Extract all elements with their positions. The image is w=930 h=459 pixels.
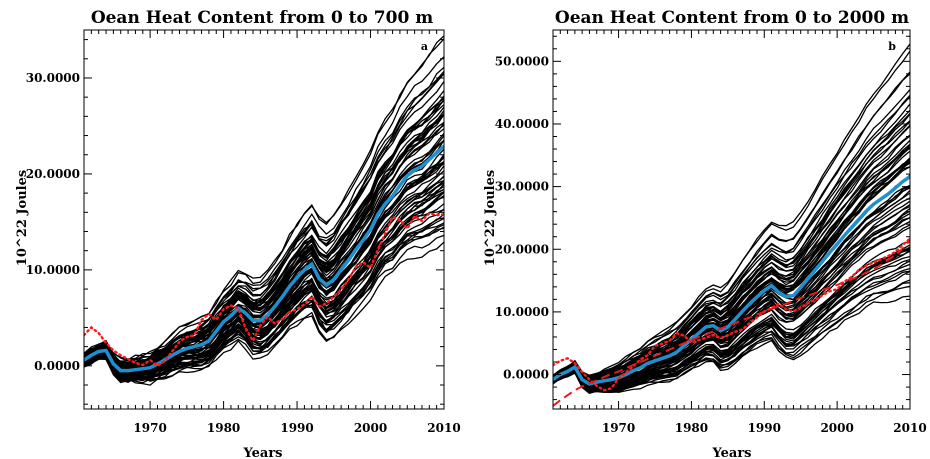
x-tick-label: 1990 (748, 421, 781, 435)
data-layer (84, 144, 444, 373)
x-axis-label: Years (242, 446, 282, 459)
ensemble-member-line (84, 66, 444, 364)
x-tick-label: 2000 (354, 421, 387, 435)
ensemble-member-line (84, 234, 444, 383)
y-tick-label: 40.0000 (495, 117, 549, 131)
series-line-mean (553, 175, 910, 386)
y-tick-label: 10.0000 (495, 305, 549, 319)
y-tick-label: 0.0000 (503, 368, 549, 382)
panel-tag: a (421, 40, 428, 53)
ensemble-member-line (553, 270, 910, 393)
y-tick-label: 10.0000 (26, 263, 80, 277)
ensemble-member-line (553, 224, 910, 389)
y-axis-label: 10^22 Joules (483, 170, 498, 266)
chart-title: Oean Heat Content from 0 to 700 m (91, 8, 433, 28)
ensemble-member-line (553, 212, 910, 388)
y-tick-label: 30.0000 (26, 71, 80, 85)
series-line-mean (84, 144, 444, 373)
ensemble-lines (553, 43, 910, 395)
series-line-observed (84, 211, 444, 368)
ensemble-member-line (553, 192, 910, 387)
ensemble-member-line (84, 35, 444, 364)
ensemble-member-line (84, 208, 444, 384)
ensemble-member-line (553, 89, 910, 378)
series-line-observed (553, 237, 910, 392)
ensemble-member-line (553, 120, 910, 382)
ensemble-member-line (84, 72, 444, 365)
y-tick-label: 20.0000 (495, 242, 549, 256)
ensemble-member-line (84, 100, 444, 369)
axis-ticks: 1970 1980 1990 2000 2010 0.0000 10.0000 20.0000… (495, 30, 927, 435)
ensemble-member-line (553, 144, 910, 384)
plot-frame (552, 29, 911, 410)
ensemble-member-line (553, 285, 910, 393)
x-tick-label: 2000 (820, 421, 853, 435)
y-tick-label: 0.0000 (34, 359, 80, 373)
axis-ticks: 1970 1980 1990 2000 2010 0.0000 10.0000 20.0000… (26, 30, 461, 435)
ensemble-lines (84, 35, 444, 386)
ensemble-member-line (84, 155, 444, 373)
ensemble-member-line (553, 134, 910, 382)
x-tick-label: 1970 (602, 421, 635, 435)
ensemble-member-line (553, 50, 910, 376)
ensemble-member-line (84, 161, 444, 375)
ensemble-member-line (84, 165, 444, 373)
x-tick-label: 1990 (280, 421, 313, 435)
y-tick-label: 50.0000 (495, 54, 549, 68)
data-layer (553, 175, 910, 407)
panel-tag: b (888, 40, 896, 53)
x-tick-label: 1970 (133, 421, 166, 435)
y-tick-label: 20.0000 (26, 167, 80, 181)
x-tick-label: 1980 (675, 421, 708, 435)
panel-b: Oean Heat Content from 0 to 2000 m Years… (483, 8, 927, 459)
ensemble-member-line (84, 191, 444, 382)
chart-title: Oean Heat Content from 0 to 2000 m (555, 8, 909, 28)
x-axis-label: Years (711, 446, 751, 459)
ensemble-member-line (553, 246, 910, 391)
y-tick-label: 30.0000 (495, 180, 549, 194)
panel-a: Oean Heat Content from 0 to 700 m Years … (15, 8, 461, 459)
x-tick-label: 2010 (427, 421, 460, 435)
ensemble-member-line (84, 241, 444, 386)
ensemble-member-line (84, 38, 444, 360)
x-tick-label: 2010 (893, 421, 926, 435)
y-axis-label: 10^22 Joules (15, 170, 30, 266)
plot-frame (83, 29, 445, 410)
ensemble-member-line (553, 94, 910, 379)
series-line-trend (553, 239, 910, 407)
x-tick-label: 1980 (207, 421, 240, 435)
